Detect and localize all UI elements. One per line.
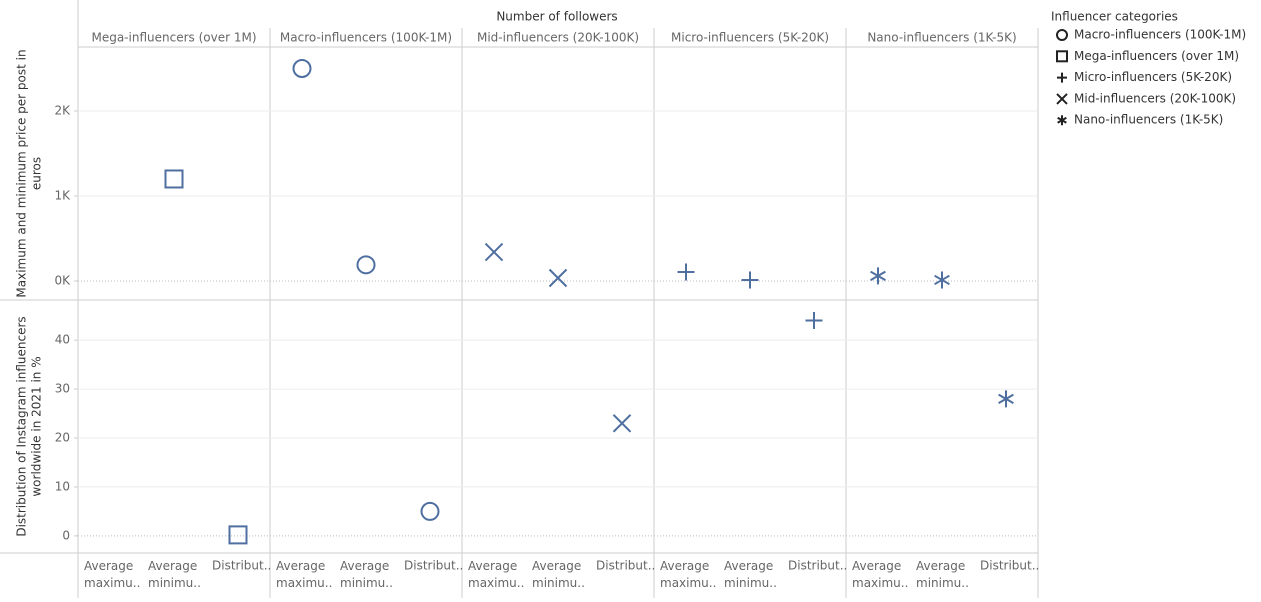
- x-tick-label: Average minimu..: [340, 559, 393, 590]
- y-tick-label: 30: [55, 382, 70, 396]
- x-tick-label: Average maximu..: [84, 559, 140, 590]
- y-axis-label-line: worldwide in 2021 in %: [30, 356, 44, 496]
- marker: [1056, 50, 1068, 63]
- chart-title: Number of followers: [496, 10, 617, 24]
- x-tick-label: Distribut..: [404, 559, 463, 573]
- legend-label: Mega-influencers (over 1M): [1074, 49, 1239, 63]
- y-tick-label: 0: [62, 528, 70, 542]
- y-axis-label-line: euros: [30, 157, 44, 190]
- column-header: Micro-influencers (5K-20K): [671, 31, 829, 45]
- marker: [484, 242, 504, 262]
- marker: [805, 312, 823, 330]
- x-tick-label: Average minimu..: [916, 559, 969, 590]
- y-axis-label: Distribution of Instagram influencers wor…: [15, 316, 44, 536]
- x-tick-label: Distribut..: [212, 559, 271, 573]
- column-header: Nano-influencers (1K-5K): [867, 31, 1016, 45]
- x-tick-label: Average maximu..: [468, 559, 524, 590]
- column-header: Mega-influencers (over 1M): [91, 31, 256, 45]
- y-tick-label: 1K: [54, 188, 71, 202]
- marker: [1057, 72, 1067, 83]
- marker: [677, 263, 695, 281]
- legend-label: Mid-influencers (20K-100K): [1074, 91, 1236, 105]
- x-tick-label: Distribut..: [788, 559, 847, 573]
- legend-label: Nano-influencers (1K-5K): [1074, 113, 1223, 127]
- marker: [548, 268, 568, 288]
- legend-label: Macro-influencers (100K-1M): [1074, 28, 1246, 42]
- x-tick-label: Distribut..: [980, 559, 1039, 573]
- marker: [164, 169, 184, 189]
- y-tick-label: 2K: [54, 103, 71, 117]
- x-tick-label: Average maximu..: [852, 559, 908, 590]
- legend-label: Micro-influencers (5K-20K): [1074, 70, 1232, 84]
- x-tick-label: Average minimu..: [148, 559, 201, 590]
- y-axis-label-line: Distribution of Instagram influencers: [15, 316, 29, 536]
- marker: [1057, 115, 1067, 126]
- x-tick-label: Average maximu..: [276, 559, 332, 590]
- y-axis-label: Maximum and minimum price per post in eur…: [15, 49, 44, 297]
- y-axis-label-line: Maximum and minimum price per post in: [15, 49, 29, 297]
- y-tick-label: 40: [55, 333, 70, 347]
- marker: [870, 267, 886, 285]
- column-header: Macro-influencers (100K-1M): [280, 31, 452, 45]
- marker: [228, 525, 248, 545]
- marker: [420, 501, 440, 521]
- marker: [998, 390, 1014, 408]
- y-tick-label: 0K: [54, 273, 71, 287]
- legend-title: Influencer categories: [1051, 10, 1178, 24]
- x-tick-label: Average maximu..: [660, 559, 716, 590]
- marker: [1056, 29, 1068, 41]
- marker: [934, 271, 950, 289]
- marker: [1056, 93, 1068, 105]
- marker: [356, 255, 376, 275]
- x-tick-label: Average minimu..: [724, 559, 777, 590]
- y-tick-label: 10: [55, 479, 70, 493]
- marker: [741, 271, 759, 289]
- marker: [612, 414, 632, 433]
- column-header: Mid-influencers (20K-100K): [477, 31, 639, 45]
- x-tick-label: Distribut..: [596, 559, 655, 573]
- marker: [292, 59, 312, 79]
- x-tick-label: Average minimu..: [532, 559, 585, 590]
- y-tick-label: 20: [55, 431, 70, 445]
